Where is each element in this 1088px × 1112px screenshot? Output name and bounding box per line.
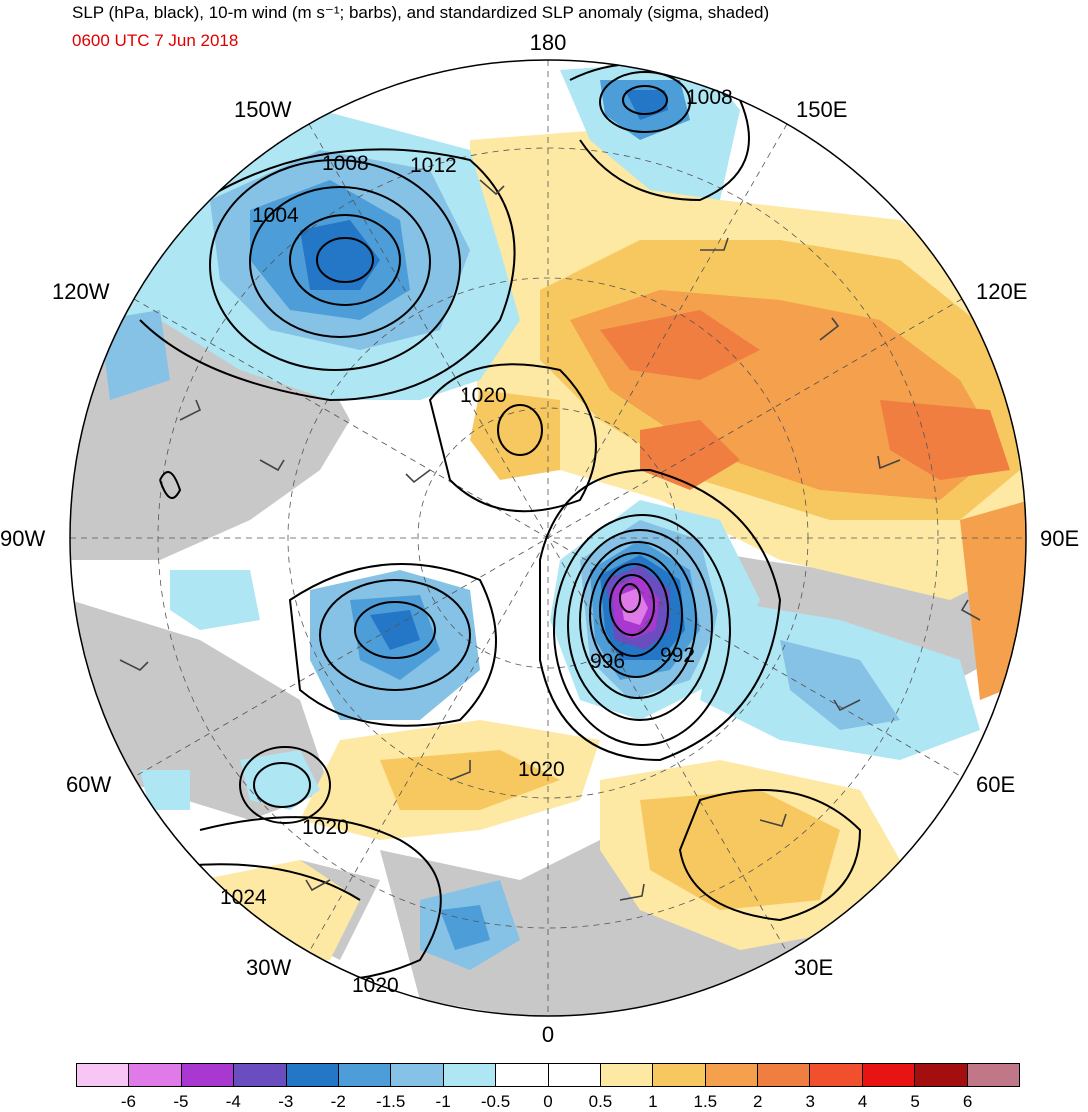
contour-label: 992 — [660, 644, 695, 667]
lon-label-180: 180 — [530, 30, 567, 55]
colorbar-tick-label: -1.5 — [376, 1092, 406, 1111]
lon-label-120e: 120E — [976, 279, 1027, 304]
contour-label: 1004 — [252, 204, 299, 227]
colorbar-swatch — [705, 1064, 759, 1086]
lon-label-30e: 30E — [794, 955, 833, 980]
negative-anomaly-shading — [100, 60, 980, 970]
colorbar-tick-label: -3 — [278, 1092, 294, 1111]
colorbar-tick-label: 1.5 — [693, 1092, 718, 1111]
colorbar-swatch — [234, 1064, 287, 1086]
colorbar-swatch — [915, 1064, 968, 1086]
colorbar-swatch — [338, 1064, 392, 1086]
contour-label: 1008 — [322, 152, 369, 175]
colorbar-tick-label: 1 — [648, 1092, 658, 1111]
colorbar-tick-label: 4 — [857, 1092, 868, 1111]
lon-label-30w: 30W — [246, 955, 291, 980]
colorbar-tick-label: 0 — [543, 1092, 553, 1111]
contour-label: 1020 — [518, 758, 565, 781]
colorbar-tick-label: -0.5 — [480, 1092, 511, 1111]
wind-barbs — [119, 179, 981, 901]
graticule — [70, 60, 1026, 1016]
lon-label-90w: 90W — [0, 526, 45, 551]
colorbar-swatch — [758, 1064, 811, 1086]
colorbar-swatch — [391, 1064, 444, 1086]
colorbar-swatch — [548, 1064, 601, 1086]
lon-label-60w: 60W — [66, 772, 111, 797]
colorbar-swatch — [600, 1064, 654, 1086]
lon-label-90e: 90E — [1040, 526, 1079, 551]
positive-anomaly-shading — [200, 130, 1026, 960]
longitude-labels: 180 150E 120E 90E 60E 30E 0 30W 60W 90W … — [0, 30, 1079, 1047]
lon-label-60e: 60E — [976, 772, 1015, 797]
chart-title: SLP (hPa, black), 10-m wind (m s⁻¹; barb… — [72, 3, 770, 22]
contour-label: 1008 — [686, 86, 733, 109]
lon-label-0: 0 — [542, 1022, 554, 1047]
colorbar-labels: -6 -5 -4 -3 -2 -1.5 -1 -0.5 0 0.5 1 1.5 2 3 4 5 6 — [76, 1092, 1020, 1112]
colorbar-tick-label: -5 — [173, 1092, 189, 1111]
contour-label: 1012 — [410, 154, 457, 177]
colorbar-swatch — [77, 1064, 130, 1086]
contour-labels: 1008 1008 1012 1004 1020 1020 996 992 10… — [220, 86, 733, 997]
polar-map: 1008 1008 1012 1004 1020 1020 996 992 10… — [0, 30, 1079, 1047]
colorbar-tick-label: -2 — [330, 1092, 346, 1111]
colorbar-tick-label: 2 — [753, 1092, 763, 1111]
colorbar-swatch — [967, 1064, 1020, 1086]
colorbar-swatch — [286, 1064, 339, 1086]
colorbar-swatch — [810, 1064, 863, 1086]
colorbar-swatch — [129, 1064, 182, 1086]
colorbar-tick-label: -1 — [435, 1092, 451, 1111]
valid-time: 0600 UTC 7 Jun 2018 — [72, 31, 239, 50]
colorbar-swatch — [496, 1064, 549, 1086]
contour-label: 1024 — [220, 886, 267, 909]
colorbar-tick-label: -6 — [120, 1092, 136, 1111]
colorbar-swatch — [653, 1064, 706, 1086]
contour-label: 1020 — [302, 816, 349, 839]
map-boundary — [69, 59, 1027, 1017]
colorbar-swatch — [862, 1064, 916, 1086]
colorbar-swatch — [443, 1064, 497, 1086]
lon-label-150w: 150W — [234, 97, 292, 122]
map-disk — [70, 60, 1026, 1016]
colorbar-tick-label: 5 — [910, 1092, 920, 1111]
colorbar-tick-label: 3 — [805, 1092, 815, 1111]
contour-label: 1020 — [460, 384, 507, 407]
contour-label: 996 — [590, 650, 625, 673]
contour-label: 1020 — [352, 974, 399, 997]
lon-label-120w: 120W — [52, 279, 110, 304]
colorbar-swatch — [181, 1064, 235, 1086]
lon-label-150e: 150E — [796, 97, 847, 122]
colorbar — [76, 1063, 1020, 1087]
colorbar-tick-label: -4 — [225, 1092, 241, 1111]
colorbar-tick-label: 0.5 — [588, 1092, 613, 1111]
colorbar-tick-label: 6 — [962, 1092, 973, 1111]
slp-contours — [139, 63, 862, 981]
